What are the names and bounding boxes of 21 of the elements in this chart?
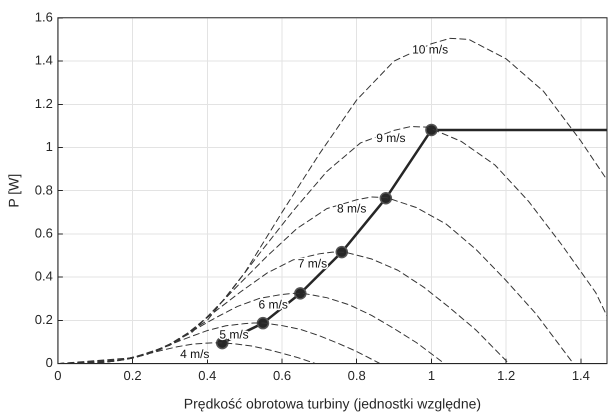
y-tick-label: 0.8 xyxy=(34,182,53,198)
y-tick-label: 0.6 xyxy=(34,226,53,241)
x-tick-label: 1 xyxy=(428,368,436,383)
y-tick-label: 1.4 xyxy=(34,52,53,68)
y-tick-label: 1 xyxy=(46,139,53,154)
annotation: 7 m/s xyxy=(298,256,328,270)
y-tick-label: 0.4 xyxy=(34,268,53,284)
y-axis-title: P [W] xyxy=(5,174,22,208)
x-tick-label: 0.4 xyxy=(198,368,216,383)
y-tick-label: 0 xyxy=(46,355,53,370)
x-tick-label: 1.4 xyxy=(572,368,590,383)
y-tick-label: 1.6 xyxy=(34,9,53,24)
x-tick-label: 0.6 xyxy=(272,368,292,383)
x-tick-label: 1.2 xyxy=(497,368,516,383)
annotation: 8 m/s xyxy=(336,201,366,216)
x-tick-label: 0.2 xyxy=(124,368,142,383)
y-tick-label: 0.2 xyxy=(34,312,53,327)
y-tick-label: 1.2 xyxy=(34,96,53,111)
x-axis-title: Prędkość obrotowa turbiny (jednostki względne) xyxy=(184,395,482,412)
x-tick-label: 0.8 xyxy=(348,368,366,383)
annotation: 4 m/s xyxy=(180,347,210,362)
